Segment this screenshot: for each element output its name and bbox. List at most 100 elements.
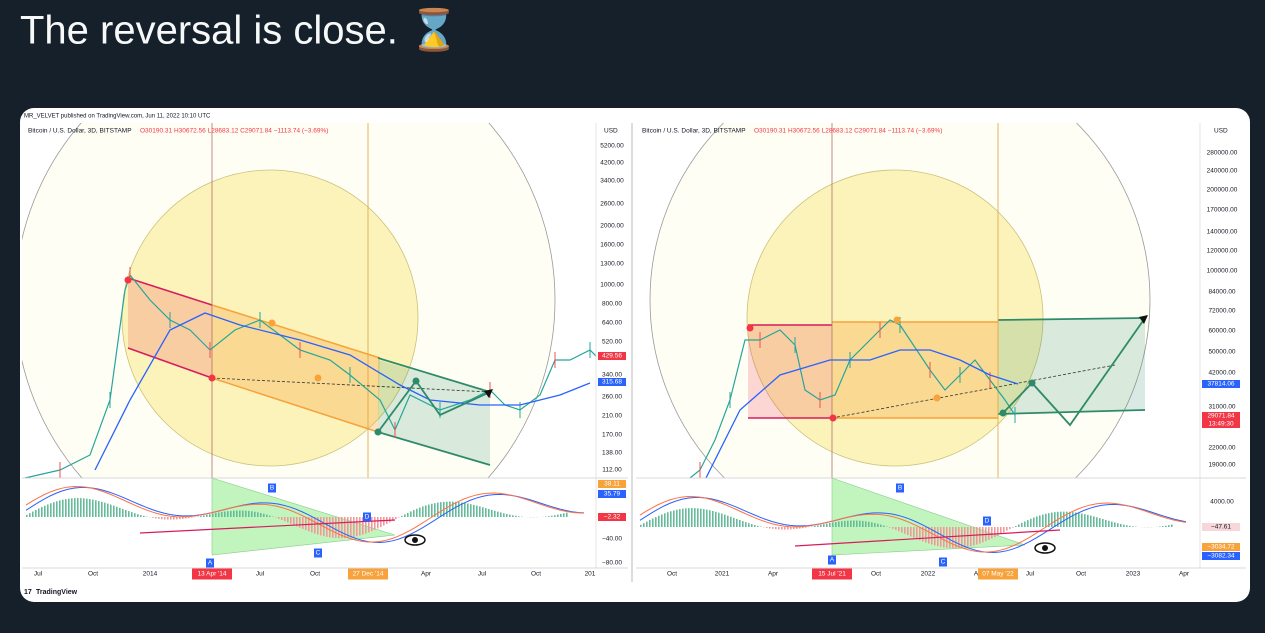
price-label: 5200.00	[600, 143, 624, 150]
osc-bar	[392, 517, 394, 521]
marker: B	[898, 485, 902, 492]
osc-bar	[200, 515, 202, 517]
osc-bar	[125, 510, 127, 517]
osc-badge: 38.11	[604, 481, 620, 488]
dashed-line	[831, 364, 1116, 419]
osc-bar	[206, 514, 208, 517]
symbol: Bitcoin / U.S. Dollar, 3D, BITSTAMP	[642, 128, 746, 135]
price-label: 240000.00	[1207, 168, 1238, 175]
osc-bar	[290, 517, 292, 524]
osc-bar	[413, 510, 415, 517]
osc-bar	[137, 514, 139, 517]
osc-bar	[566, 512, 568, 517]
osc-bar	[799, 527, 801, 529]
pivot-dot	[746, 324, 754, 332]
price-label: 100000.00	[1207, 268, 1238, 275]
osc-bar	[664, 513, 666, 527]
osc-bar	[895, 527, 897, 530]
pivot-dot	[208, 374, 216, 382]
osc-bar	[1018, 524, 1020, 527]
osc-bar	[685, 508, 687, 527]
osc-bar	[709, 510, 711, 527]
time-badge-bg	[978, 568, 1018, 580]
osc-bar	[739, 520, 741, 527]
osc-trend	[794, 529, 1061, 547]
osc-bar	[967, 527, 969, 547]
tv-logo: TradingView	[36, 589, 78, 596]
time-label: Apr	[421, 571, 432, 578]
ohlc: O30190.31 H30672.56 L28683.12 C29071.84 …	[754, 128, 942, 135]
symbol: Bitcoin / U.S. Dollar, 3D, BITSTAMP	[28, 128, 132, 135]
osc-bar	[554, 515, 556, 517]
osc-bar	[1123, 524, 1125, 527]
osc-bar	[694, 508, 696, 527]
osc-bar	[80, 498, 82, 517]
price-label: 72000.00	[1208, 308, 1235, 315]
price-label: 31000.00	[1208, 404, 1235, 411]
osc-bar	[1168, 525, 1170, 527]
osc-bar	[1060, 511, 1062, 527]
osc-bar	[212, 513, 214, 517]
osc-bar	[560, 513, 562, 517]
moving-average	[94, 312, 591, 471]
osc-bar	[467, 503, 469, 517]
osc-bar	[1129, 525, 1131, 527]
osc-bar	[916, 527, 918, 539]
osc-bar	[455, 501, 457, 517]
osc-bar	[844, 520, 846, 527]
osc-bar	[506, 513, 508, 517]
time-label: 2023	[1126, 571, 1141, 578]
osc-bar	[1075, 512, 1077, 527]
osc-bar	[1162, 526, 1164, 527]
osc-bar	[482, 507, 484, 517]
time-label: Oct	[871, 571, 881, 578]
marker: D	[985, 518, 990, 525]
pivot-dot	[374, 428, 382, 436]
time-badge-bg	[192, 568, 232, 580]
osc-bar	[512, 515, 514, 517]
osc-bar	[101, 501, 103, 517]
osc-bar	[835, 521, 837, 527]
green-channel-edge	[377, 431, 491, 466]
osc-bar	[557, 514, 559, 517]
pivot-dot	[124, 276, 132, 284]
osc-bar	[182, 517, 184, 519]
time-badge: 13 Apr '14	[197, 571, 226, 578]
osc-bar	[356, 517, 358, 537]
osc-bar	[1090, 515, 1092, 527]
osc-bar	[215, 513, 217, 517]
time-badge: 15 Jul '21	[818, 571, 846, 578]
osc-bar	[122, 508, 124, 517]
price-pane	[22, 123, 596, 478]
time-label: Jul	[1026, 571, 1035, 578]
osc-bar	[140, 514, 142, 517]
price-label: 520.00	[602, 339, 622, 346]
time-label: 2021	[715, 571, 730, 578]
osc-bar	[281, 517, 283, 520]
osc-bar	[236, 510, 238, 517]
osc-bar	[700, 508, 702, 527]
red-channel-edge	[127, 277, 213, 306]
osc-bar	[398, 517, 400, 518]
osc-bar	[1108, 520, 1110, 527]
osc-bar	[682, 508, 684, 527]
green-channel-edge	[377, 357, 491, 393]
moving-average	[705, 349, 1019, 478]
pivot-dot	[1028, 379, 1036, 387]
osc-bar	[494, 510, 496, 517]
currency: USD	[1214, 128, 1228, 135]
osc-bar	[955, 527, 957, 549]
osc-bar	[829, 523, 831, 527]
osc-bar	[997, 527, 999, 536]
pivot-dot	[999, 409, 1007, 417]
osc-bar	[991, 527, 993, 539]
osc-bar	[296, 517, 298, 527]
osc-bar	[425, 505, 427, 517]
osc-bar	[865, 521, 867, 527]
osc-bar	[341, 517, 343, 539]
osc-bar	[74, 498, 76, 517]
osc-bar	[434, 503, 436, 517]
teal-zone	[378, 360, 490, 465]
osc-bar	[446, 501, 448, 517]
